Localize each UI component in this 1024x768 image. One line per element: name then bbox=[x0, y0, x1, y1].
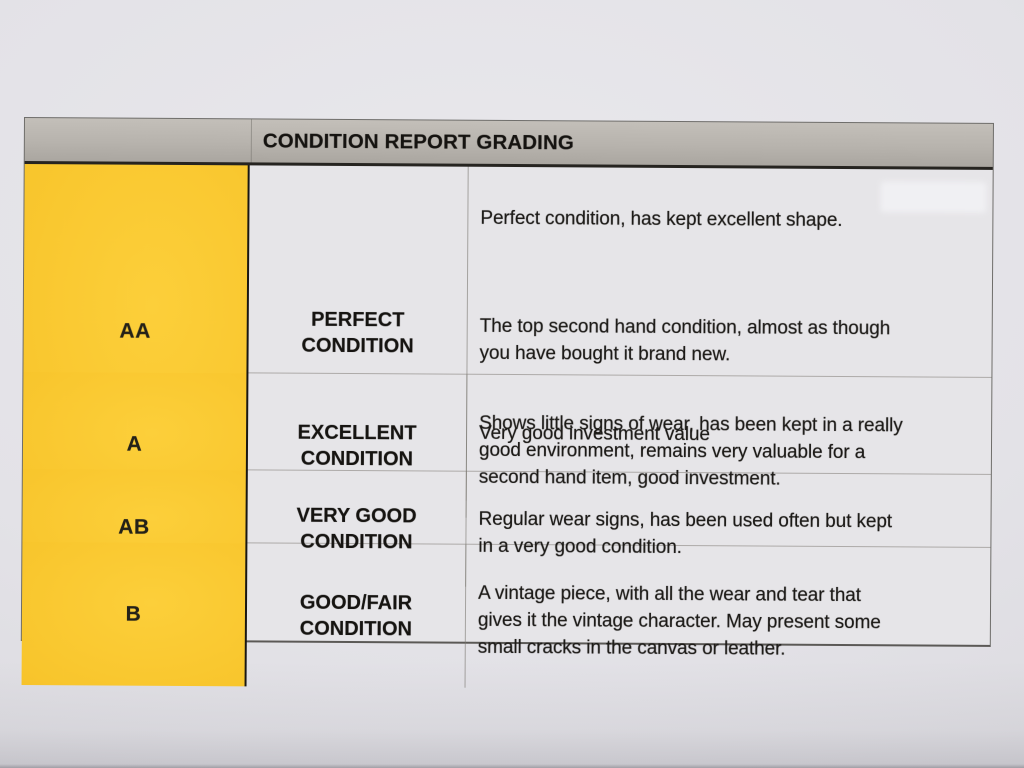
table-row-a: A EXCELLENT CONDITION Shows little signs… bbox=[22, 371, 992, 518]
description-cell-b: A vintage piece, with all the wear and t… bbox=[466, 545, 991, 691]
description-paragraph: Perfect condition, has kept excellent sh… bbox=[480, 207, 843, 232]
table-row-ab: AB VERY GOOD CONDITION Regular wear sign… bbox=[22, 467, 991, 587]
description-paragraph: A vintage piece, with all the wear and t… bbox=[477, 582, 881, 660]
grade-cell-b: B bbox=[21, 541, 248, 687]
label-cell-b: GOOD/FAIR CONDITION bbox=[246, 543, 467, 688]
table-row-b: B GOOD/FAIR CONDITION A vintage piece, w… bbox=[21, 540, 991, 688]
table-row-aa: AA PERFECT CONDITION Perfect condition, … bbox=[22, 164, 993, 501]
table-header-bar: CONDITION REPORT GRADING bbox=[24, 118, 993, 170]
condition-grading-table: CONDITION REPORT GRADING AA PERFECT COND… bbox=[20, 117, 994, 688]
table-title: CONDITION REPORT GRADING bbox=[262, 128, 574, 154]
description-paragraph: The top second hand condition, almost as… bbox=[479, 315, 891, 366]
